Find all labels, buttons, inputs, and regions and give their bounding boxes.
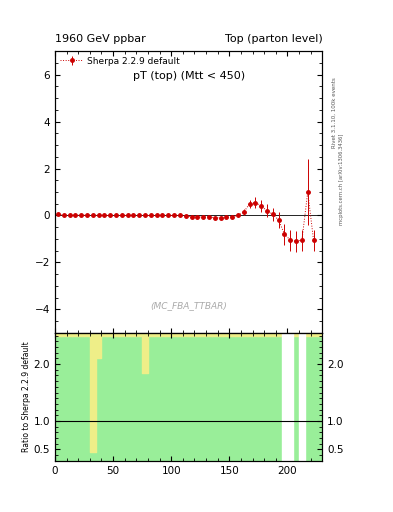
Legend: Sherpa 2.2.9 default: Sherpa 2.2.9 default <box>59 55 181 68</box>
Text: 1960 GeV ppbar: 1960 GeV ppbar <box>55 33 146 44</box>
Text: pT (top) (Mtt < 450): pT (top) (Mtt < 450) <box>132 71 245 81</box>
Y-axis label: Ratio to Sherpa 2.2.9 default: Ratio to Sherpa 2.2.9 default <box>22 342 31 452</box>
Text: Top (parton level): Top (parton level) <box>224 33 322 44</box>
Text: (MC_FBA_TTBAR): (MC_FBA_TTBAR) <box>150 301 227 310</box>
Text: Rivet 3.1.10, 100k events: Rivet 3.1.10, 100k events <box>332 77 337 148</box>
Text: mcplots.cern.ch [arXiv:1306.3436]: mcplots.cern.ch [arXiv:1306.3436] <box>339 134 344 225</box>
